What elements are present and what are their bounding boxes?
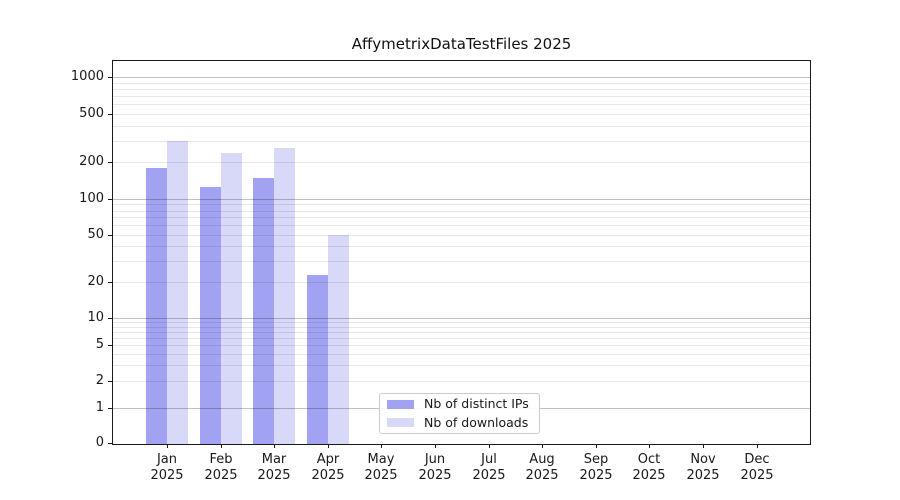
x-tick-mark: [489, 444, 490, 448]
y-tick-mark: [108, 318, 112, 319]
gridline-minor: [113, 322, 810, 324]
gridline-minor: [113, 365, 810, 367]
y-tick-mark: [108, 443, 112, 444]
legend-label-distinct-ips: Nb of distinct IPs: [424, 396, 529, 412]
gridline-major: [113, 318, 810, 319]
gridline-minor: [113, 234, 810, 236]
x-tick-mark: [435, 444, 436, 448]
gridline-minor: [113, 217, 810, 219]
y-tick-label: 100: [79, 191, 104, 206]
gridline-minor: [113, 82, 810, 84]
legend-swatch-downloads: [387, 418, 414, 428]
gridline-major: [113, 77, 810, 78]
gridline-minor: [113, 162, 810, 164]
bar-downloads-apr: [328, 235, 349, 444]
bar-downloads-jan: [167, 141, 188, 444]
x-tick-mark: [221, 444, 222, 448]
y-tick-label: 200: [79, 154, 104, 169]
gridline-minor: [113, 88, 810, 90]
x-tick-label-apr: Apr 2025: [311, 452, 345, 483]
gridline-minor: [113, 210, 810, 212]
x-tick-label-dec: Dec 2025: [740, 452, 774, 483]
gridline-minor: [113, 246, 810, 248]
y-tick-label: 5: [95, 337, 104, 352]
legend-swatch-distinct-ips: [387, 399, 414, 409]
x-tick-label-jan: Jan 2025: [150, 452, 184, 483]
legend-item-distinct-ips: Nb of distinct IPs: [387, 396, 532, 413]
bar-distinct-ips-feb: [200, 187, 221, 444]
y-tick-mark: [108, 162, 112, 163]
y-tick-label: 1000: [70, 69, 104, 84]
x-tick-mark: [596, 444, 597, 448]
gridline-minor: [113, 125, 810, 127]
y-tick-label: 20: [87, 274, 104, 289]
x-tick-label-oct: Oct 2025: [632, 452, 666, 483]
gridline-minor: [113, 326, 810, 328]
y-tick-label: 50: [87, 227, 104, 242]
plot-area: [112, 60, 811, 445]
gridline-minor: [113, 282, 810, 284]
x-tick-mark: [328, 444, 329, 448]
legend-item-downloads: Nb of downloads: [387, 415, 532, 432]
y-tick-mark: [108, 199, 112, 200]
x-tick-label-mar: Mar 2025: [257, 452, 291, 483]
y-tick-mark: [108, 345, 112, 346]
gridline-minor: [113, 204, 810, 206]
gridline-major: [113, 199, 810, 200]
y-tick-mark: [108, 235, 112, 236]
gridline-minor: [113, 331, 810, 333]
gridline-minor: [113, 113, 810, 115]
x-tick-mark: [542, 444, 543, 448]
gridline-minor: [113, 345, 810, 347]
y-tick-mark: [108, 282, 112, 283]
x-tick-mark: [274, 444, 275, 448]
y-tick-label: 10: [87, 310, 104, 325]
x-tick-label-sep: Sep 2025: [579, 452, 613, 483]
x-tick-label-aug: Aug 2025: [525, 452, 559, 483]
legend: Nb of distinct IPs Nb of downloads: [379, 393, 540, 434]
y-tick-mark: [108, 114, 112, 115]
y-tick-mark: [108, 381, 112, 382]
legend-label-downloads: Nb of downloads: [424, 414, 529, 430]
bar-layer: [113, 61, 810, 444]
gridline-minor: [113, 104, 810, 106]
gridline-minor: [113, 225, 810, 227]
gridline-minor: [113, 140, 810, 142]
gridline-minor: [113, 380, 810, 382]
x-tick-label-may: May 2025: [364, 452, 398, 483]
y-tick-label: 0: [95, 435, 104, 450]
x-tick-label-nov: Nov 2025: [686, 452, 720, 483]
bar-distinct-ips-apr: [307, 275, 328, 444]
x-tick-label-jun: Jun 2025: [418, 452, 452, 483]
x-tick-label-feb: Feb 2025: [204, 452, 238, 483]
x-tick-mark: [381, 444, 382, 448]
chart-title: AffymetrixDataTestFiles 2025: [351, 35, 572, 53]
gridline-minor: [113, 353, 810, 355]
x-tick-mark: [757, 444, 758, 448]
x-tick-mark: [649, 444, 650, 448]
bar-distinct-ips-jan: [146, 168, 167, 444]
x-tick-mark: [703, 444, 704, 448]
gridline-minor: [113, 337, 810, 339]
y-tick-mark: [108, 408, 112, 409]
bar-distinct-ips-mar: [253, 178, 274, 444]
gridline-minor: [113, 95, 810, 97]
y-tick-label: 1: [95, 400, 104, 415]
y-tick-label: 500: [79, 106, 104, 121]
bar-downloads-feb: [221, 153, 242, 444]
y-tick-mark: [108, 77, 112, 78]
y-tick-label: 2: [95, 373, 104, 388]
x-tick-mark: [167, 444, 168, 448]
bar-downloads-mar: [274, 148, 295, 444]
x-tick-label-jul: Jul 2025: [472, 452, 506, 483]
gridline-minor: [113, 261, 810, 263]
